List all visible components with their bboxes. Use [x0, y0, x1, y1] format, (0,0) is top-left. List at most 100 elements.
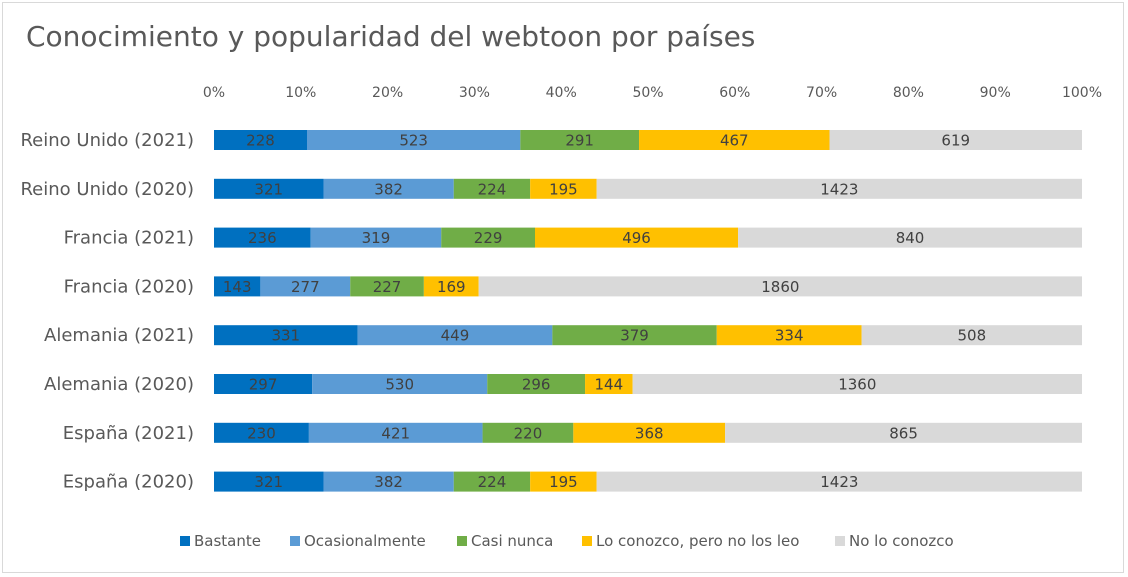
data-label: 277 [291, 278, 320, 296]
category-label: Francia (2020) [64, 276, 194, 297]
legend-label: Bastante [194, 532, 261, 550]
bar-segment [585, 374, 633, 394]
x-tick-label: 50% [632, 85, 663, 101]
bar-segment [639, 130, 830, 150]
bar-segment [323, 471, 454, 492]
data-label: 236 [248, 229, 277, 247]
data-label: 169 [437, 278, 466, 296]
x-tick-label: 80% [893, 85, 924, 101]
bar-segment [487, 374, 586, 394]
bar-segment [214, 374, 313, 394]
category-label: Francia (2021) [64, 228, 194, 249]
data-label: 1860 [761, 278, 799, 296]
bar-segment [357, 325, 553, 346]
category-label: Alemania (2020) [44, 374, 194, 395]
x-tick-label: 30% [459, 85, 490, 101]
legend-swatch [290, 536, 300, 546]
bar-segment [596, 471, 1082, 492]
data-label: 227 [373, 278, 402, 296]
legend-label: No lo conozco [849, 532, 954, 550]
bar-segment [453, 178, 531, 199]
bar-segment [725, 422, 1082, 443]
bar-segment [738, 227, 1082, 248]
x-tick-label: 10% [285, 85, 316, 101]
x-tick-label: 90% [980, 85, 1011, 101]
bar-segment [260, 276, 351, 297]
data-label: 297 [249, 376, 278, 394]
legend-swatch [180, 536, 190, 546]
x-tick-label: 60% [719, 85, 750, 101]
category-label: Reino Unido (2021) [20, 130, 194, 151]
data-label: 224 [478, 473, 507, 491]
data-label: 143 [223, 278, 252, 296]
bar-segment [307, 130, 521, 150]
bar-segment [312, 374, 488, 394]
bar-segment [214, 422, 309, 443]
data-label: 421 [381, 424, 410, 442]
bar-segment [453, 471, 531, 492]
bar-segment [441, 227, 535, 248]
data-label: 1360 [838, 376, 876, 394]
bar-segment [520, 130, 640, 150]
data-label: 368 [635, 424, 664, 442]
bar-segment [573, 422, 726, 443]
data-label: 228 [246, 132, 275, 150]
data-label: 229 [474, 229, 503, 247]
data-label: 508 [957, 327, 986, 345]
data-label: 379 [620, 327, 649, 345]
bar-segment [423, 276, 479, 297]
category-label: Reino Unido (2020) [20, 179, 194, 200]
data-label: 296 [522, 376, 551, 394]
bar-segment [214, 325, 358, 346]
bar-segment [829, 130, 1082, 150]
data-label: 467 [720, 132, 749, 150]
bar-segment [596, 178, 1082, 199]
data-label: 619 [941, 132, 970, 150]
x-tick-label: 20% [372, 85, 403, 101]
data-label: 382 [374, 180, 403, 198]
data-label: 382 [374, 473, 403, 491]
bar-segment [632, 374, 1082, 394]
data-label: 291 [565, 132, 594, 150]
data-label: 865 [889, 424, 918, 442]
data-label: 230 [247, 424, 276, 442]
legend-swatch [835, 536, 845, 546]
bar-segment [530, 471, 597, 492]
data-label: 321 [254, 180, 283, 198]
data-label: 319 [362, 229, 391, 247]
data-label: 144 [595, 376, 624, 394]
x-tick-label: 100% [1062, 85, 1102, 101]
bar-segment [214, 471, 324, 492]
data-label: 321 [254, 473, 283, 491]
bar-segment [323, 178, 454, 199]
legend-swatch [457, 536, 467, 546]
data-label: 530 [385, 376, 414, 394]
data-label: 523 [399, 132, 428, 150]
data-label: 195 [549, 473, 578, 491]
data-label: 449 [441, 327, 470, 345]
bar-segment [350, 276, 424, 297]
legend-swatch [582, 536, 592, 546]
data-label: 496 [622, 229, 651, 247]
legend-label: Lo conozco, pero no los leo [596, 532, 799, 550]
data-label: 331 [271, 327, 300, 345]
data-label: 224 [478, 180, 507, 198]
legend-label: Ocasionalmente [304, 532, 426, 550]
bar-segment [552, 325, 717, 346]
bar-segment [310, 227, 442, 248]
x-tick-label: 40% [546, 85, 577, 101]
bar-segment [214, 276, 261, 297]
bar-segment [214, 227, 311, 248]
data-label: 195 [549, 180, 578, 198]
data-label: 840 [896, 229, 925, 247]
bar-segment [214, 130, 307, 150]
legend-label: Casi nunca [471, 532, 553, 550]
bar-segment [308, 422, 483, 443]
data-label: 1423 [820, 473, 858, 491]
bar-segment [482, 422, 574, 443]
x-tick-label: 70% [806, 85, 837, 101]
category-label: España (2020) [63, 472, 194, 493]
data-label: 220 [514, 424, 543, 442]
category-label: España (2021) [63, 423, 194, 444]
